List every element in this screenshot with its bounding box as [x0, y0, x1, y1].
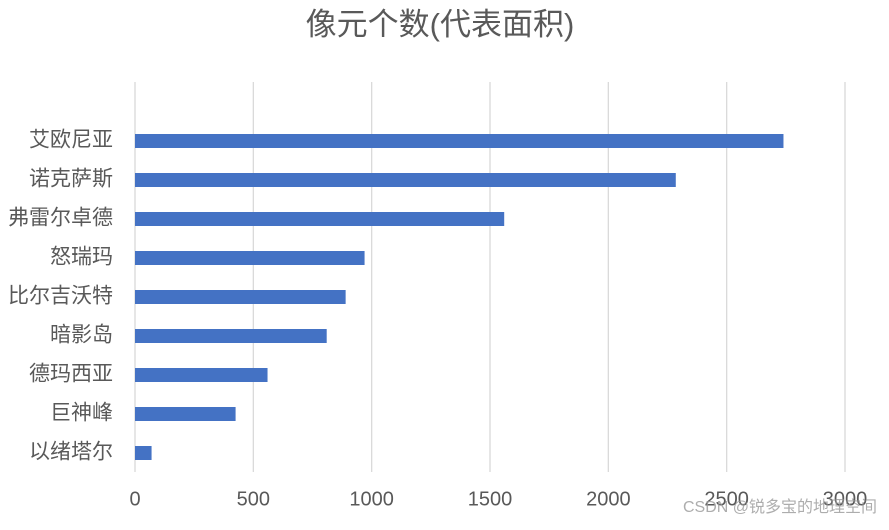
y-tick-label: 德玛西亚	[29, 363, 113, 386]
y-tick-label: 比尔吉沃特	[8, 285, 113, 308]
bar	[135, 446, 152, 460]
watermark: CSDN @锐多宝的地理空间	[683, 498, 877, 516]
x-tick-label: 0	[129, 488, 140, 510]
x-tick-label: 2500	[704, 488, 749, 510]
x-tick-label: 500	[237, 488, 270, 510]
y-tick-label: 怒瑞玛	[50, 246, 113, 269]
x-tick-label: 1500	[468, 488, 513, 510]
bar	[135, 251, 365, 265]
bar	[135, 290, 346, 304]
bar	[135, 173, 676, 187]
bar	[135, 329, 327, 343]
y-tick-label: 以绪塔尔	[29, 441, 113, 464]
bar	[135, 407, 236, 421]
bar	[135, 212, 505, 226]
bar	[135, 134, 784, 148]
y-tick-label: 暗影岛	[50, 324, 113, 347]
x-tick-label: 3000	[823, 488, 868, 510]
bar	[135, 368, 268, 382]
x-tick-label: 2000	[586, 488, 631, 510]
y-tick-label: 艾欧尼亚	[29, 129, 113, 152]
x-tick-label: 1000	[349, 488, 394, 510]
y-tick-label: 诺克萨斯	[29, 168, 113, 191]
y-tick-label: 弗雷尔卓德	[8, 207, 113, 230]
chart-title: 像元个数(代表面积)	[306, 7, 575, 42]
y-tick-label: 巨神峰	[50, 402, 113, 425]
